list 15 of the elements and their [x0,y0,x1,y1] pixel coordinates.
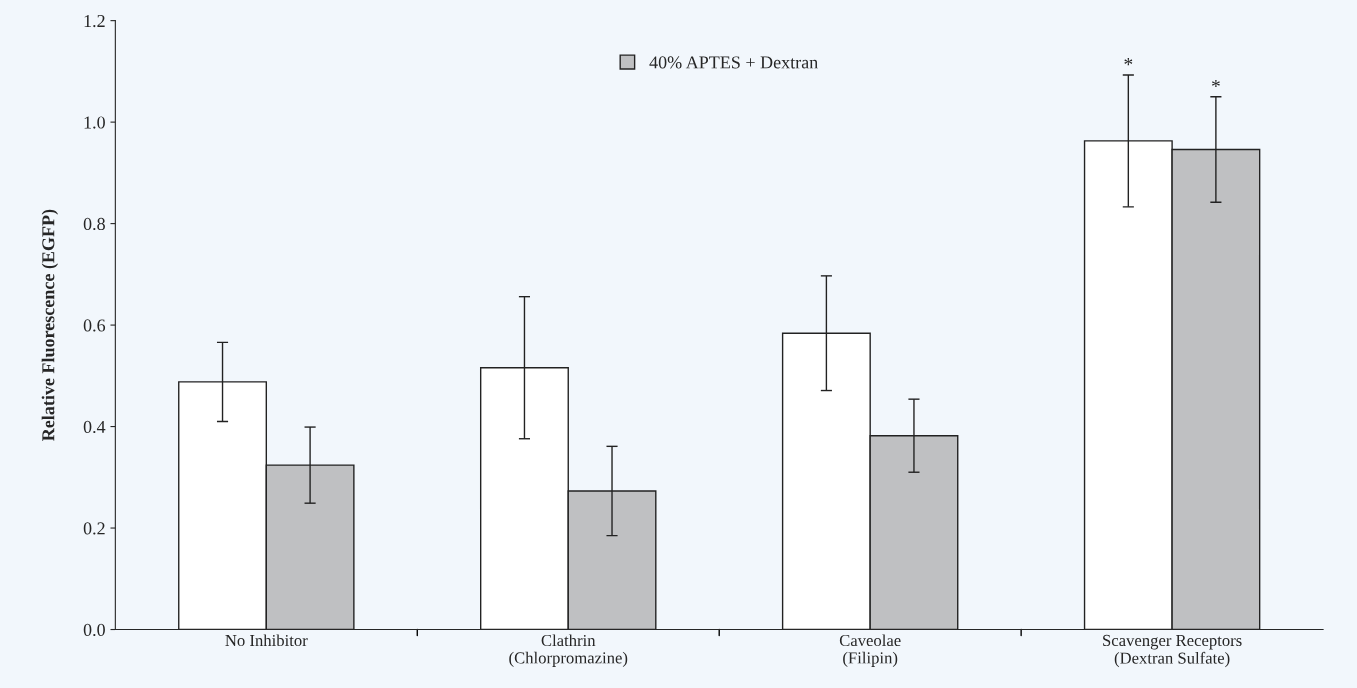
y-axis-title: Relative Fluorescence (EGFP) [41,209,59,441]
y-tick-label: 0.0 [83,623,105,637]
y-tick-label: 0.4 [83,420,106,434]
x-tick-label: Caveolae (Filipin) [839,634,901,667]
legend-label: 40% APTES + Dextran [649,56,818,69]
annotation: * [1211,79,1220,88]
y-tick-label: 0.6 [83,319,106,332]
y-tick-label: 1.2 [84,14,105,28]
y-tick-label: 1.0 [84,116,105,129]
y-tick-label: 0.2 [83,522,105,535]
x-tick-label: No Inhibitor [225,634,308,647]
x-tick-label: Scavenger Receptors (Dextran Sulfate) [1103,634,1242,668]
y-tick-label: 0.8 [83,217,105,231]
x-tick-label: Clathrin (Chlorpromazine) [509,634,628,667]
annotation: * [1124,58,1133,66]
